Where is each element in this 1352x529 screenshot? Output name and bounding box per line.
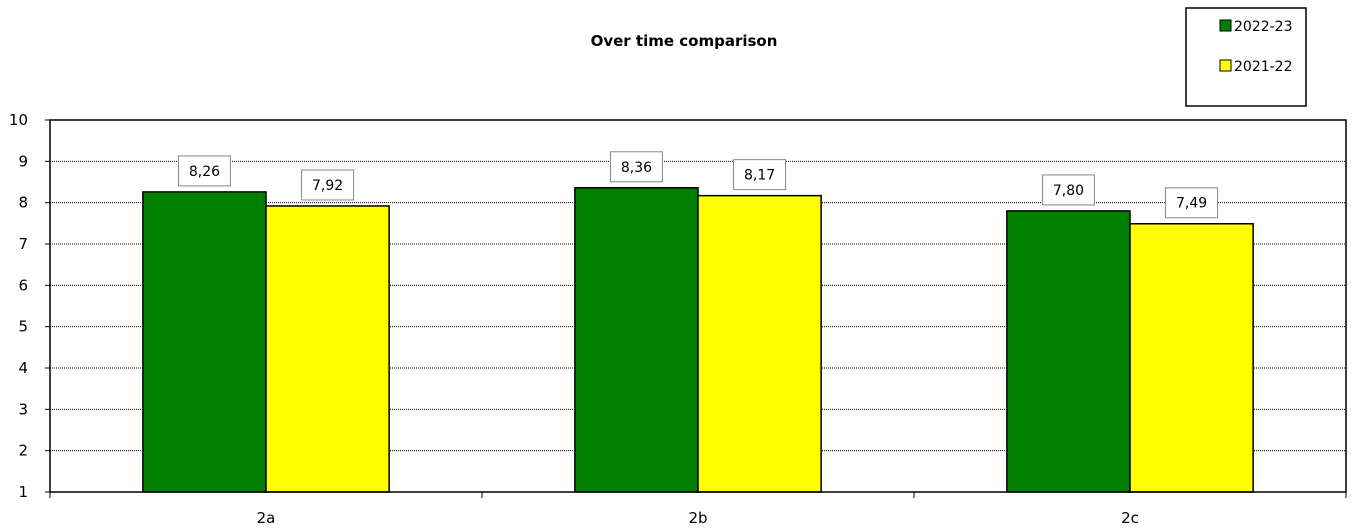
legend-label: 2022-23 — [1234, 19, 1293, 35]
y-tick-label: 9 — [18, 152, 28, 170]
plot-area-border — [49, 119, 1347, 493]
legend: 2022-23 2021-22 — [1185, 7, 1307, 107]
data-label: 8,36 — [621, 160, 652, 176]
y-tick-label: 4 — [18, 359, 28, 377]
data-label: 7,80 — [1053, 183, 1084, 199]
chart-title: Over time comparison — [591, 32, 778, 50]
y-tick-label: 7 — [18, 235, 28, 253]
x-tick-label: 2c — [1121, 509, 1139, 527]
y-tick-label: 5 — [18, 318, 28, 336]
x-tick-label: 2b — [688, 509, 707, 527]
y-tick-label: 1 — [18, 483, 28, 501]
data-label-box — [609, 151, 663, 183]
y-tick-label: 3 — [18, 400, 28, 418]
data-label: 7,49 — [1176, 196, 1207, 212]
bar — [142, 191, 267, 493]
x-tick-label: 2a — [257, 509, 276, 527]
y-tick-label: 2 — [18, 442, 28, 460]
data-label: 7,92 — [312, 178, 343, 194]
y-tick-label: 10 — [9, 111, 28, 129]
bars — [142, 187, 1254, 493]
data-label-box — [177, 155, 231, 187]
data-label-box — [1041, 174, 1095, 206]
bar — [697, 194, 822, 493]
bar — [1129, 222, 1254, 493]
data-label-box — [733, 159, 787, 191]
legend-label: 2021-22 — [1234, 59, 1293, 75]
legend-box — [1185, 7, 1307, 107]
y-tick-label: 6 — [18, 276, 28, 294]
legend-swatch — [1219, 19, 1232, 32]
data-label: 8,26 — [189, 164, 220, 180]
y-tick-label: 8 — [18, 194, 28, 212]
legend-swatch — [1219, 59, 1232, 72]
bar — [1006, 210, 1131, 493]
bar — [574, 187, 699, 493]
data-labels: 8,26 7,92 8,36 8,17 7,80 7,49 — [177, 151, 1219, 219]
data-label-box — [1165, 187, 1219, 219]
data-label: 8,17 — [744, 168, 775, 184]
bar — [265, 205, 390, 493]
data-label-box — [301, 169, 355, 201]
axes: 1 2 3 4 5 6 7 8 9 10 2a 2b 2c — [9, 111, 1347, 527]
